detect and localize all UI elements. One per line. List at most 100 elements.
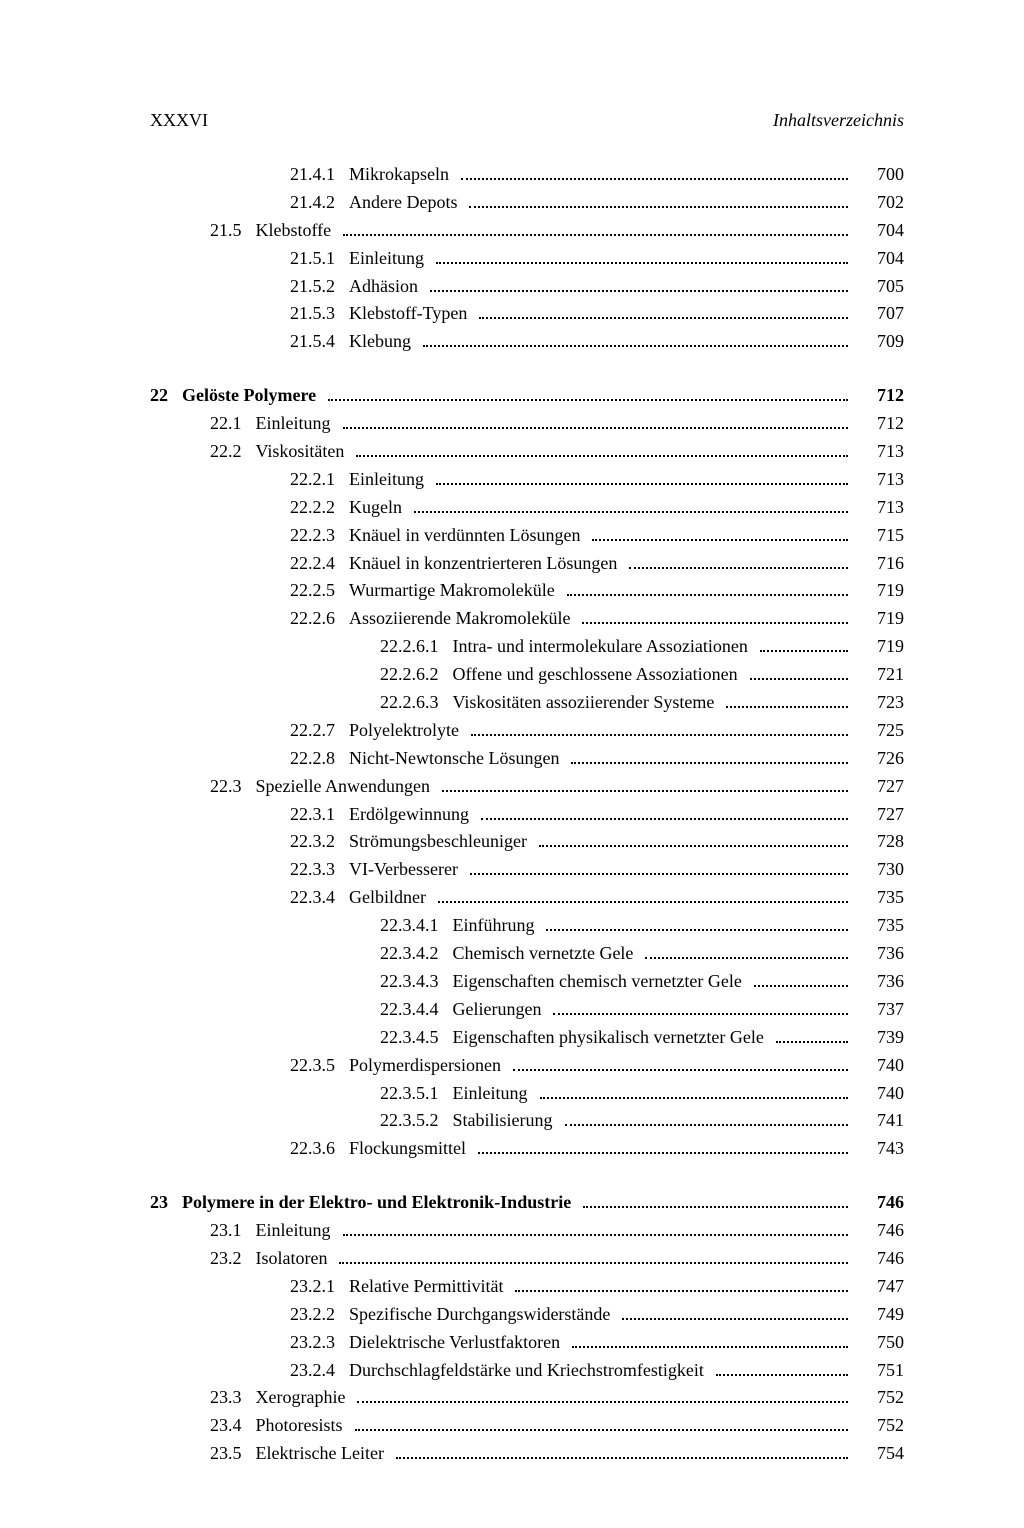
toc-row: 23.4Photoresists752	[150, 1412, 904, 1440]
toc-entry-title: Spezifische Durchgangswiderstände	[349, 1301, 616, 1329]
toc-entry-title: Einleitung	[453, 1080, 534, 1108]
toc-entry-page: 712	[854, 410, 904, 438]
toc-leader-dots	[567, 585, 848, 597]
toc-entry-number: 22.2.7	[290, 717, 349, 745]
toc-row: 23.2.4Durchschlagfeldstärke und Kriechst…	[150, 1357, 904, 1385]
table-of-contents: 21.4.1Mikrokapseln70021.4.2Andere Depots…	[150, 161, 904, 1468]
toc-entry-title: Durchschlagfeldstärke und Kriechstromfes…	[349, 1357, 710, 1385]
toc-leader-dots	[442, 780, 848, 792]
toc-leader-dots	[438, 891, 848, 903]
toc-leader-dots	[479, 308, 848, 320]
toc-row: 22.2.7Polyelektrolyte725	[150, 717, 904, 745]
toc-entry-title: Xerographie	[256, 1384, 352, 1412]
toc-entry-title: Klebstoff-Typen	[349, 300, 473, 328]
toc-entry-page: 736	[854, 968, 904, 996]
toc-entry-page: 707	[854, 300, 904, 328]
toc-row: 22.3.5Polymerdispersionen740	[150, 1052, 904, 1080]
toc-entry-title: Polyelektrolyte	[349, 717, 465, 745]
toc-row: 22.2.2Kugeln713	[150, 494, 904, 522]
toc-entry-title: Klebung	[349, 328, 417, 356]
toc-entry-number: 22	[150, 382, 182, 410]
toc-entry-number: 22.2.3	[290, 522, 349, 550]
toc-entry-page: 715	[854, 522, 904, 550]
toc-section-gap	[150, 356, 904, 382]
toc-entry-title: Spezielle Anwendungen	[256, 773, 436, 801]
toc-entry-number: 22.3.4.3	[380, 968, 453, 996]
toc-leader-dots	[396, 1447, 848, 1459]
toc-entry-title: Klebstoffe	[256, 217, 338, 245]
toc-entry-page: 740	[854, 1052, 904, 1080]
toc-row: 22.2.3Knäuel in verdünnten Lösungen715	[150, 522, 904, 550]
toc-entry-page: 747	[854, 1273, 904, 1301]
toc-entry-number: 22.1	[210, 410, 256, 438]
toc-entry-page: 730	[854, 856, 904, 884]
toc-entry-page: 712	[854, 382, 904, 410]
toc-leader-dots	[328, 389, 848, 401]
toc-entry-title: Einleitung	[256, 410, 337, 438]
toc-entry-number: 22.3.5.1	[380, 1080, 453, 1108]
toc-entry-page: 713	[854, 466, 904, 494]
toc-entry-page: 741	[854, 1107, 904, 1135]
toc-entry-page: 713	[854, 494, 904, 522]
toc-entry-page: 728	[854, 828, 904, 856]
toc-entry-title: Polymerdispersionen	[349, 1052, 507, 1080]
toc-section-gap	[150, 1163, 904, 1189]
toc-row: 23.1Einleitung746	[150, 1217, 904, 1245]
toc-row: 21.5.1Einleitung704	[150, 245, 904, 273]
toc-leader-dots	[430, 280, 848, 292]
toc-entry-page: 749	[854, 1301, 904, 1329]
toc-row: 22.2.8Nicht-Newtonsche Lösungen 726	[150, 745, 904, 773]
toc-entry-title: Gelöste Polymere	[182, 382, 322, 410]
toc-entry-page: 726	[854, 745, 904, 773]
toc-entry-number: 22.3.4	[290, 884, 349, 912]
toc-entry-page: 719	[854, 577, 904, 605]
toc-leader-dots	[481, 808, 848, 820]
toc-row: 22.3Spezielle Anwendungen727	[150, 773, 904, 801]
toc-entry-number: 21.5.1	[290, 245, 349, 273]
toc-row: 21.5.2Adhäsion705	[150, 273, 904, 301]
toc-leader-dots	[726, 696, 848, 708]
toc-entry-title: Mikrokapseln	[349, 161, 455, 189]
toc-entry-number: 22.2.8	[290, 745, 349, 773]
page-number-roman: XXXVI	[150, 110, 208, 131]
toc-entry-title: Elektrische Leiter	[256, 1440, 390, 1468]
toc-leader-dots	[515, 1280, 848, 1292]
toc-entry-title: Gelbildner	[349, 884, 432, 912]
toc-entry-title: Strömungsbeschleuniger	[349, 828, 533, 856]
toc-row: 22.3.4.2Chemisch vernetzte Gele736	[150, 940, 904, 968]
toc-entry-title: Einleitung	[349, 466, 430, 494]
toc-entry-number: 21.4.2	[290, 189, 349, 217]
toc-entry-title: Nicht-Newtonsche Lösungen	[349, 745, 565, 773]
toc-entry-number: 22.3.4.2	[380, 940, 453, 968]
toc-entry-title: Intra- und intermolekulare Assoziationen	[453, 633, 754, 661]
toc-leader-dots	[436, 252, 848, 264]
toc-entry-title: Viskositäten assoziierender Systeme	[453, 689, 721, 717]
toc-leader-dots	[629, 557, 848, 569]
toc-entry-title: Dielektrische Verlustfaktoren	[349, 1329, 566, 1357]
toc-entry-number: 23.1	[210, 1217, 256, 1245]
toc-leader-dots	[513, 1059, 848, 1071]
toc-row: 23.3Xerographie752	[150, 1384, 904, 1412]
toc-entry-number: 21.5.3	[290, 300, 349, 328]
toc-leader-dots	[357, 1392, 848, 1404]
page: XXXVI Inhaltsverzeichnis 21.4.1Mikrokaps…	[0, 0, 1024, 1528]
toc-entry-page: 735	[854, 912, 904, 940]
toc-leader-dots	[540, 1087, 849, 1099]
toc-row: 23.5Elektrische Leiter754	[150, 1440, 904, 1468]
toc-leader-dots	[553, 1003, 848, 1015]
toc-entry-page: 727	[854, 801, 904, 829]
toc-leader-dots	[539, 836, 848, 848]
toc-leader-dots	[461, 168, 848, 180]
toc-entry-title: Relative Permittivität	[349, 1273, 509, 1301]
toc-entry-title: Flockungsmittel	[349, 1135, 472, 1163]
toc-leader-dots	[565, 1115, 849, 1127]
toc-entry-number: 21.4.1	[290, 161, 349, 189]
toc-leader-dots	[750, 668, 848, 680]
toc-entry-title: Knäuel in konzentrierteren Lösungen	[349, 550, 623, 578]
toc-leader-dots	[343, 224, 848, 236]
toc-row: 22.3.1Erdölgewinnung727	[150, 801, 904, 829]
toc-entry-number: 22.2.6.1	[380, 633, 453, 661]
toc-leader-dots	[478, 1142, 848, 1154]
toc-row: 22.3.3VI-Verbesserer730	[150, 856, 904, 884]
toc-leader-dots	[645, 947, 848, 959]
